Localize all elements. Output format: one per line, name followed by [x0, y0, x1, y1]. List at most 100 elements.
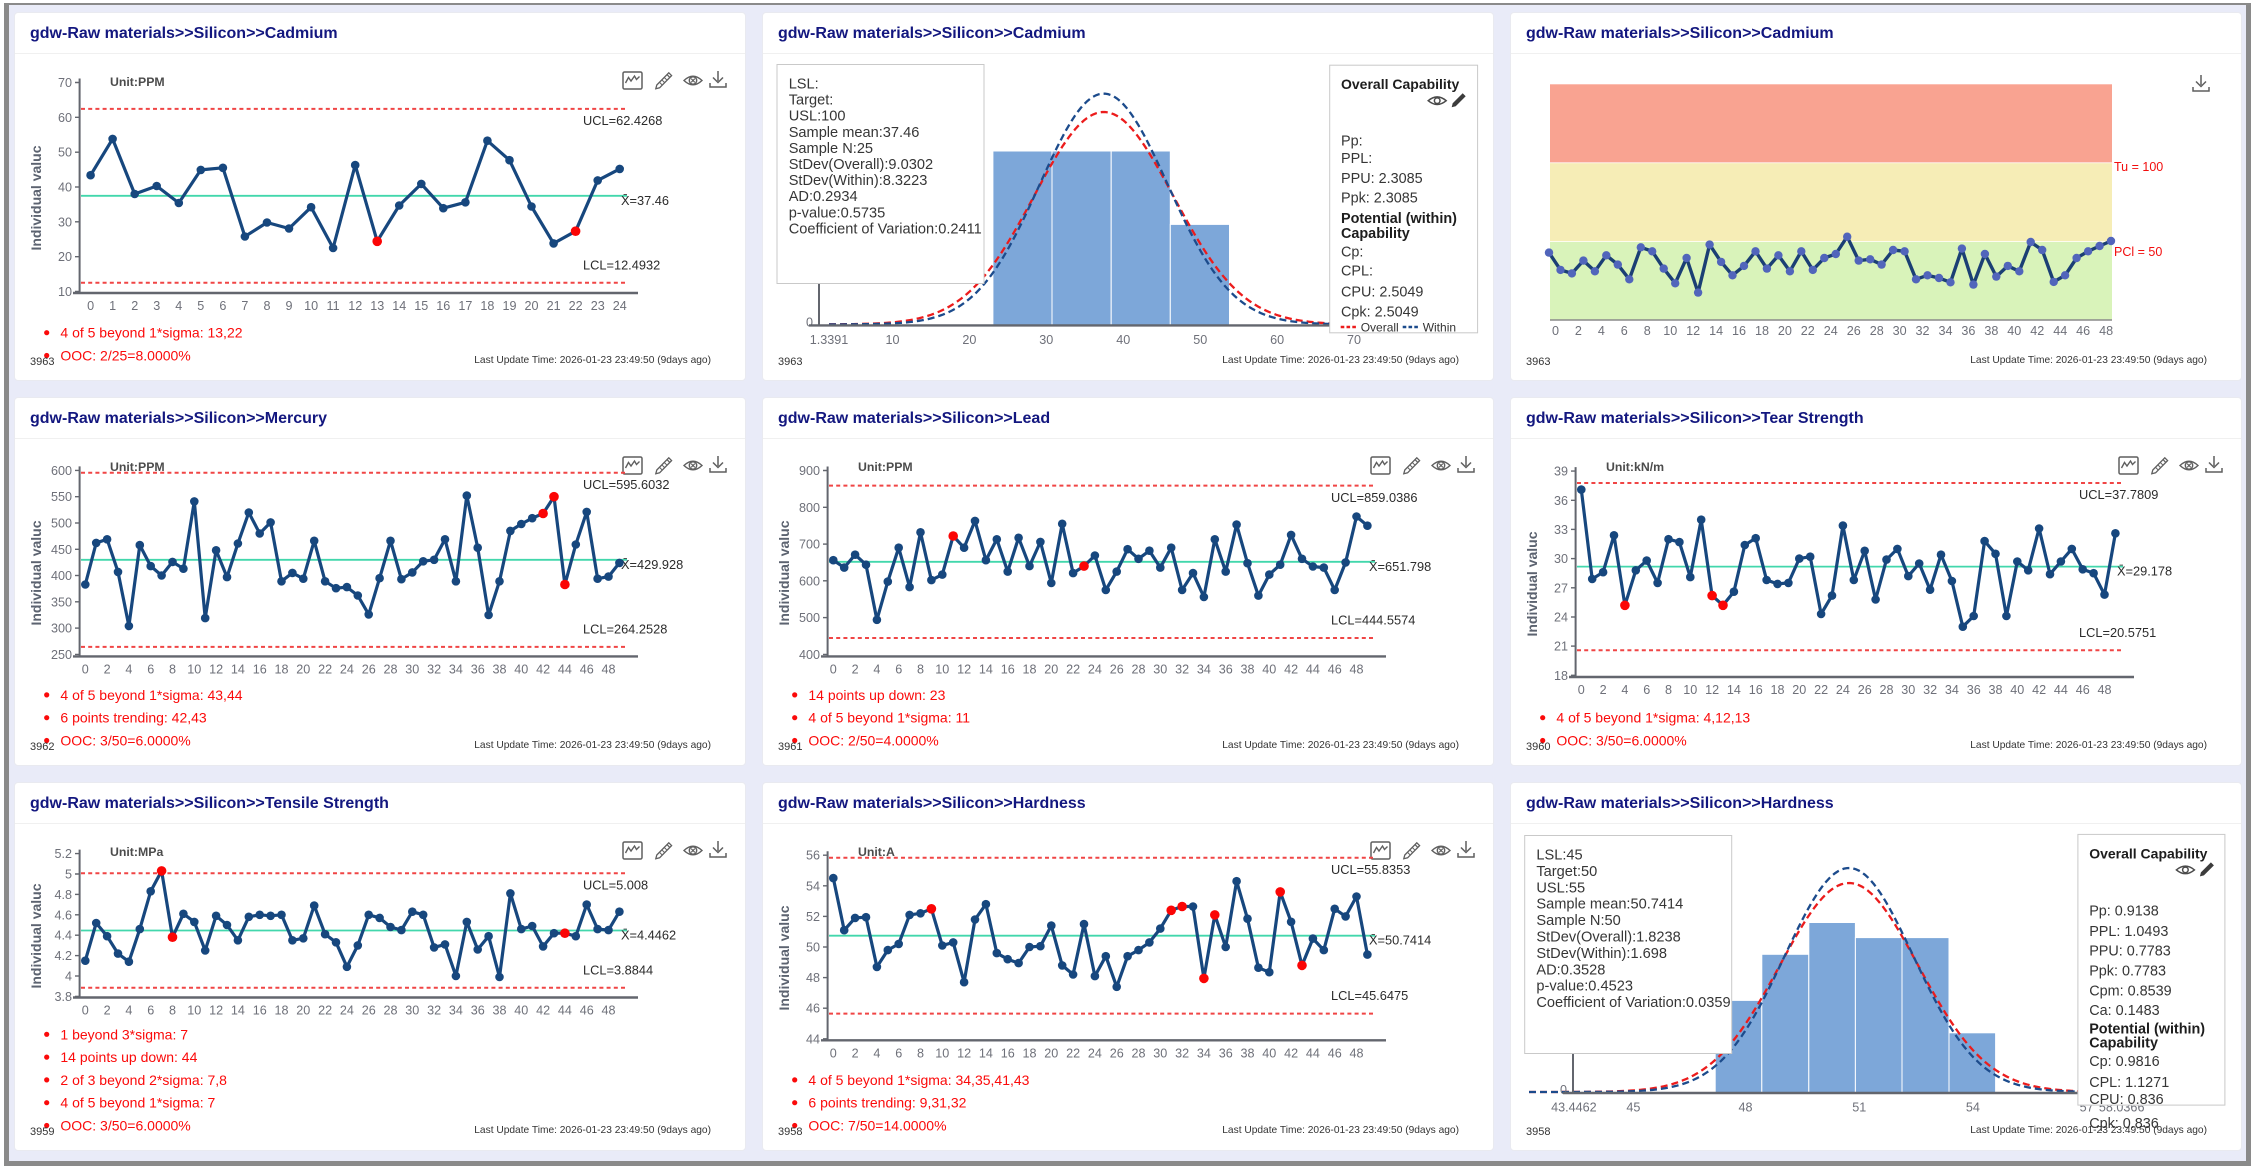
- svg-text:4.8: 4.8: [54, 888, 72, 902]
- svg-text:Capability: Capability: [1341, 226, 1410, 242]
- svg-text:26: 26: [1110, 662, 1124, 676]
- svg-text:32: 32: [427, 662, 441, 676]
- svg-text:11: 11: [327, 299, 340, 313]
- svg-text:70: 70: [58, 76, 72, 90]
- svg-text:46: 46: [1328, 662, 1342, 676]
- svg-text:50: 50: [58, 146, 72, 160]
- svg-text:18: 18: [480, 299, 494, 313]
- svg-text:6 points trending: 42,43: 6 points trending: 42,43: [60, 710, 207, 726]
- svg-text:Potential (within): Potential (within): [1341, 211, 1457, 227]
- svg-text:CPL: 1.1271: CPL: 1.1271: [2089, 1075, 2169, 1091]
- svg-text:36: 36: [471, 1004, 485, 1018]
- svg-text:0: 0: [830, 1046, 837, 1060]
- svg-text:34: 34: [1197, 662, 1211, 676]
- svg-text:Last Update Time: 2026-01-23 2: Last Update Time: 2026-01-23 23:49:50 (9…: [1970, 740, 2207, 751]
- svg-text:5.2: 5.2: [54, 847, 72, 861]
- svg-text:Last Update Time: 2026-01-23 2: Last Update Time: 2026-01-23 23:49:50 (9…: [1970, 355, 2207, 366]
- svg-text:Target:50: Target:50: [1536, 864, 1597, 880]
- svg-text:3959: 3959: [30, 1126, 54, 1138]
- svg-text:Capability: Capability: [2089, 1036, 2158, 1052]
- svg-text:30: 30: [1153, 1046, 1167, 1060]
- svg-text:1 beyond 3*sigma: 7: 1 beyond 3*sigma: 7: [60, 1026, 188, 1042]
- svg-text:LCL=3.8844: LCL=3.8844: [583, 962, 653, 977]
- svg-text:14: 14: [1709, 324, 1723, 338]
- svg-text:48: 48: [1349, 662, 1363, 676]
- svg-text:Unit:PPM: Unit:PPM: [110, 460, 165, 474]
- svg-text:10: 10: [935, 662, 949, 676]
- svg-text:38: 38: [1240, 1046, 1254, 1060]
- svg-text:28: 28: [1870, 324, 1884, 338]
- svg-text:14: 14: [231, 1004, 245, 1018]
- svg-text:Unit:A: Unit:A: [858, 845, 895, 859]
- svg-text:14 points up down: 23: 14 points up down: 23: [808, 687, 945, 703]
- svg-text:1: 1: [109, 299, 116, 313]
- svg-text:6: 6: [147, 1004, 154, 1018]
- svg-text:10: 10: [58, 285, 72, 299]
- svg-text:40: 40: [1262, 1046, 1276, 1060]
- svg-text:Unit:kN/m: Unit:kN/m: [1606, 460, 1664, 474]
- svg-text:UCL=55.8353: UCL=55.8353: [1331, 862, 1410, 877]
- svg-text:Cpm: 0.8539: Cpm: 0.8539: [2089, 984, 2171, 1000]
- svg-text:3961: 3961: [778, 741, 802, 753]
- svg-text:36: 36: [1554, 494, 1568, 508]
- svg-text:16: 16: [436, 299, 450, 313]
- svg-text:USL:100: USL:100: [789, 109, 846, 125]
- svg-text:12: 12: [957, 1046, 971, 1060]
- svg-text:20: 20: [296, 1004, 310, 1018]
- svg-text:550: 550: [51, 490, 72, 504]
- svg-text:36: 36: [1967, 683, 1981, 697]
- svg-text:LCL=12.4932: LCL=12.4932: [583, 257, 660, 272]
- svg-text:Overall Capability: Overall Capability: [1341, 76, 1459, 92]
- svg-text:Ca: 0.1483: Ca: 0.1483: [2089, 1003, 2159, 1019]
- svg-text:CPU: 0.836: CPU: 0.836: [2089, 1092, 2163, 1108]
- svg-text:48: 48: [806, 971, 820, 985]
- svg-text:8: 8: [917, 662, 924, 676]
- svg-text:StDev(Overall):9.0302: StDev(Overall):9.0302: [789, 157, 933, 173]
- svg-text:30: 30: [1893, 324, 1907, 338]
- svg-text:2: 2: [1600, 683, 1607, 697]
- svg-text:22: 22: [569, 299, 583, 313]
- svg-text:3958: 3958: [778, 1126, 802, 1138]
- svg-text:46: 46: [580, 1004, 594, 1018]
- svg-text:Last Update Time: 2026-01-23 2: Last Update Time: 2026-01-23 23:49:50 (9…: [474, 355, 711, 366]
- svg-text:38: 38: [492, 1004, 506, 1018]
- svg-text:16: 16: [1001, 1046, 1015, 1060]
- svg-text:250: 250: [51, 648, 72, 662]
- svg-text:X̄=37.46: X̄=37.46: [621, 193, 669, 208]
- svg-text:40: 40: [58, 181, 72, 195]
- svg-text:30: 30: [58, 215, 72, 229]
- svg-text:4: 4: [65, 970, 72, 984]
- svg-text:34: 34: [1945, 683, 1959, 697]
- svg-text:21: 21: [1554, 640, 1568, 654]
- svg-text:19: 19: [502, 299, 516, 313]
- svg-text:10: 10: [1663, 324, 1677, 338]
- svg-text:21: 21: [547, 299, 561, 313]
- svg-text:LCL=264.2528: LCL=264.2528: [583, 621, 667, 636]
- svg-text:CPL:: CPL:: [1341, 263, 1373, 279]
- svg-text:Individual valuc: Individual valuc: [28, 145, 44, 250]
- svg-text:UCL=5.008: UCL=5.008: [583, 877, 648, 892]
- svg-text:Sample mean:37.46: Sample mean:37.46: [789, 125, 920, 141]
- svg-text:43.4462: 43.4462: [1551, 1101, 1597, 1115]
- svg-text:UCL=62.4268: UCL=62.4268: [583, 113, 662, 128]
- svg-text:44: 44: [2053, 324, 2067, 338]
- svg-text:Cp: 0.9816: Cp: 0.9816: [2089, 1054, 2159, 1070]
- svg-text:Coefficient of Variation:0.241: Coefficient of Variation:0.2411: [789, 221, 982, 237]
- svg-text:0: 0: [87, 299, 94, 313]
- svg-text:gdw-Raw materials>>Silicon>>Te: gdw-Raw materials>>Silicon>>Tensile Stre…: [30, 795, 389, 812]
- svg-text:gdw-Raw materials>>Silicon>>Ha: gdw-Raw materials>>Silicon>>Hardness: [1526, 795, 1834, 812]
- svg-text:13: 13: [370, 299, 384, 313]
- svg-text:OOC: 3/50=6.0000%: OOC: 3/50=6.0000%: [1556, 733, 1686, 749]
- svg-text:8: 8: [169, 662, 176, 676]
- svg-text:20: 20: [58, 250, 72, 264]
- svg-text:1.3391: 1.3391: [810, 333, 849, 347]
- svg-text:gdw-Raw materials>>Silicon>>Ca: gdw-Raw materials>>Silicon>>Cadmium: [1526, 25, 1834, 42]
- svg-text:Last Update Time: 2026-01-23 2: Last Update Time: 2026-01-23 23:49:50 (9…: [1222, 355, 1459, 366]
- svg-text:PPU: 2.3085: PPU: 2.3085: [1341, 171, 1423, 187]
- svg-text:40: 40: [514, 662, 528, 676]
- svg-text:32: 32: [1175, 662, 1189, 676]
- svg-text:5: 5: [197, 299, 204, 313]
- svg-text:4.2: 4.2: [54, 949, 72, 963]
- svg-text:Individual valuc: Individual valuc: [1524, 531, 1540, 636]
- svg-text:42: 42: [1284, 662, 1298, 676]
